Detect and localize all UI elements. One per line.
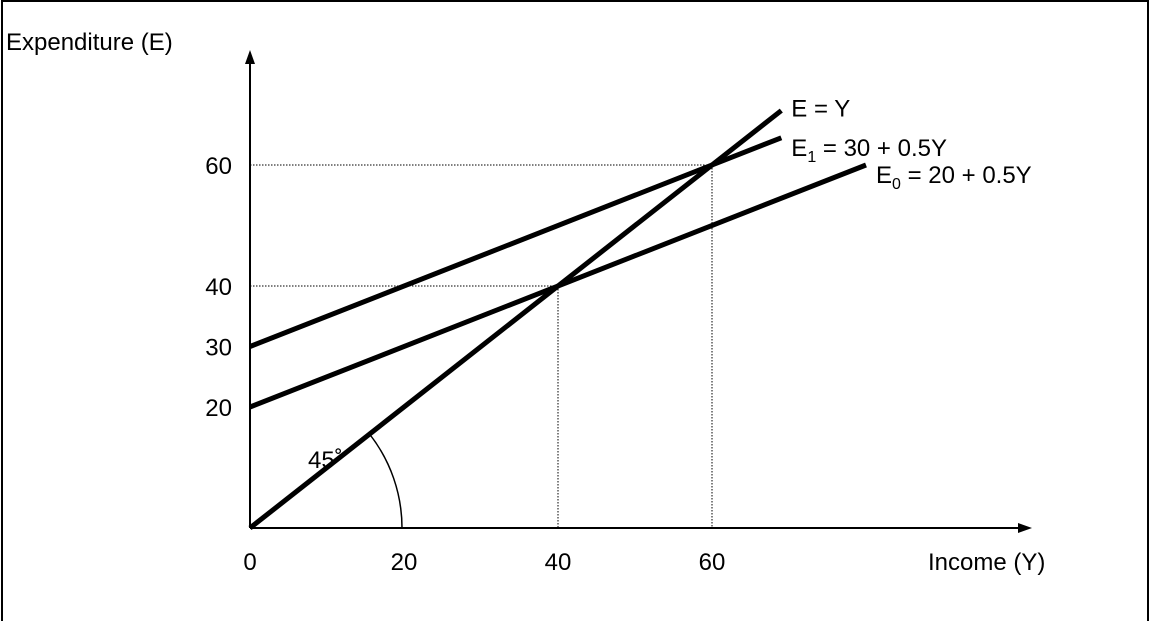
x-tick-label: 60 [699,549,726,576]
series-label-base: E [876,162,892,189]
x-tick-label: 20 [391,549,418,576]
angle-arc [368,433,403,529]
x-axis-title: Income (Y) [928,549,1045,576]
series-line [249,135,783,349]
y-tick-label: 30 [205,335,232,362]
y-tick-label: 40 [205,274,232,301]
series-label: E = Y [791,96,850,123]
angle-label: 45˚ [308,447,343,474]
series-line [249,162,867,410]
y-tick-label: 20 [205,395,232,422]
axes [245,50,1032,533]
x-tick-label: 40 [545,549,572,576]
series-label-rest: = 20 + 0.5Y [901,162,1032,189]
y-tick-label: 60 [205,153,232,180]
expenditure-lines [248,108,867,530]
series-line [248,108,783,530]
series-label-base: E [791,135,807,162]
tick-labels: 0 20 40 60 20 30 40 60 [205,153,725,576]
x-axis-arrowhead [1018,523,1032,533]
series-label: E0 = 20 + 0.5Y [876,162,1032,193]
series-label-rest: = 30 + 0.5Y [816,135,947,162]
series-label-subscript: 0 [892,176,901,193]
y-axis-title: Expenditure (E) [6,29,173,56]
y-axis-arrowhead [245,50,255,64]
series-label: E1 = 30 + 0.5Y [791,135,947,166]
series-label-subscript: 1 [807,149,816,166]
x-tick-label: 0 [243,549,256,576]
